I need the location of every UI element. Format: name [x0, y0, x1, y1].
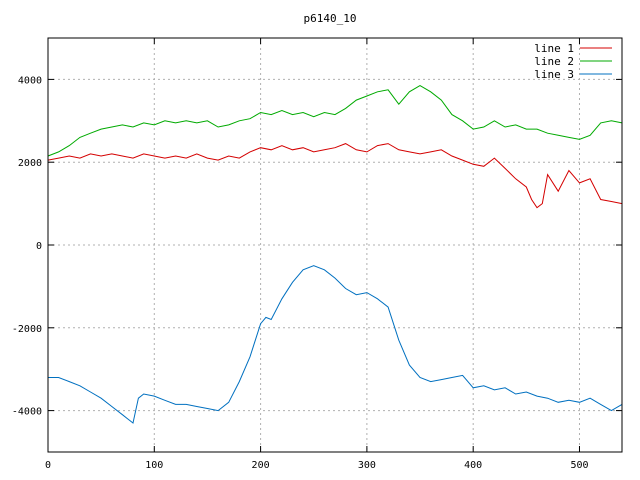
- x-tick-label: 400: [464, 460, 482, 471]
- legend-label: line 3: [534, 68, 574, 81]
- x-tick-label: 500: [570, 460, 588, 471]
- grid-layer: [48, 38, 622, 452]
- y-tick-label: 0: [36, 241, 42, 252]
- tick-layer: 0 100 200 300 400 500 -4000 -2000 0 2000 4000: [12, 38, 622, 471]
- series-line-2: [47, 85, 623, 157]
- legend-label: line 1: [534, 42, 574, 55]
- series-layer: [47, 85, 623, 424]
- y-tick-label: -2000: [12, 324, 42, 335]
- series-line-1: [47, 143, 623, 209]
- y-tick-label: -4000: [12, 407, 42, 418]
- x-tick-label: 100: [145, 460, 163, 471]
- series-line-3: [48, 265, 623, 424]
- x-tick-label: 200: [252, 460, 270, 471]
- x-tick-label: 300: [358, 460, 376, 471]
- y-tick-label: 4000: [18, 75, 42, 86]
- y-tick-label: 2000: [18, 158, 42, 169]
- x-tick-label: 0: [45, 460, 51, 471]
- legend-label: line 2: [534, 55, 574, 68]
- chart-title: p6140_10: [304, 12, 357, 25]
